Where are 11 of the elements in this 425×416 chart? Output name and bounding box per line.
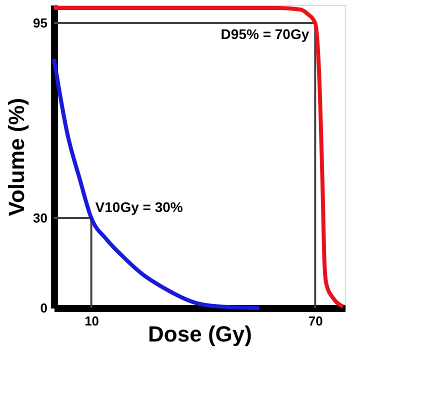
annotation: D95% = 70Gy — [220, 26, 310, 42]
line-series — [52, 57, 262, 310]
x-axis-title: Dose (Gy) — [148, 322, 252, 346]
x-tick-label: 10 — [84, 314, 100, 328]
y-tick-label: 95 — [33, 16, 48, 30]
annotation: V10Gy = 30% — [95, 199, 184, 215]
line-series — [52, 6, 346, 308]
y-axis-title: Volume (%) — [4, 98, 30, 216]
y-tick-label: 0 — [40, 300, 48, 316]
y-tick-label: 30 — [33, 210, 48, 226]
x-tick-label: 70 — [308, 314, 323, 328]
